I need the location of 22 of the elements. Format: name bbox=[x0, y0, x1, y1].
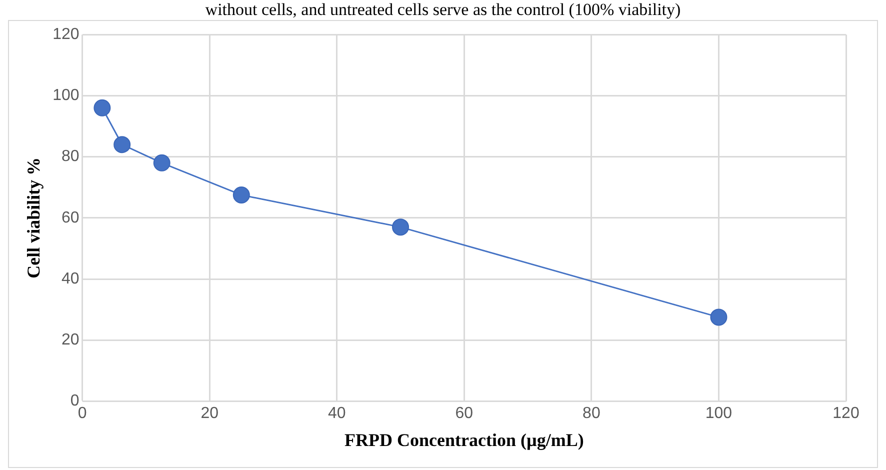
x-tick-label: 40 bbox=[328, 405, 346, 422]
x-tick-label: 120 bbox=[832, 405, 860, 422]
y-tick-label: 0 bbox=[70, 392, 80, 410]
y-tick-label: 20 bbox=[62, 332, 80, 349]
x-tick-label: 20 bbox=[200, 405, 219, 422]
chart-title: without cells, and untreated cells serve as the control (100% viability) bbox=[204, 0, 682, 20]
y-tick-label: 80 bbox=[62, 148, 80, 166]
point bbox=[710, 308, 728, 326]
y-tick-label: 40 bbox=[62, 270, 80, 288]
point bbox=[94, 99, 111, 116]
y-tick-label: 100 bbox=[52, 87, 80, 104]
x-tick-label: 80 bbox=[582, 405, 600, 422]
x-tick-label: 100 bbox=[705, 405, 732, 422]
y-tick-label: 120 bbox=[52, 26, 80, 44]
point bbox=[153, 154, 170, 172]
point bbox=[114, 136, 131, 154]
point bbox=[232, 186, 250, 204]
point bbox=[392, 218, 410, 236]
x-tick-label: 60 bbox=[455, 405, 474, 422]
y-axis-title: Cell viability % bbox=[23, 157, 44, 278]
y-tick-label: 60 bbox=[62, 209, 80, 226]
x-axis-title: FRPD Concentraction (µg/mL) bbox=[344, 430, 584, 450]
